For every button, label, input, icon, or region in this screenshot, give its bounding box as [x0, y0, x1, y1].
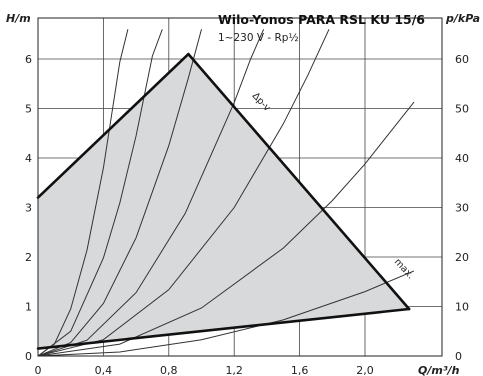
x-axis-title: Q/m³/h — [418, 364, 460, 376]
boundary-lines — [36, 52, 411, 350]
y-left-tick-label-5: 5 — [25, 103, 32, 116]
y-left-tick-label-0: 0 — [25, 350, 32, 363]
system-curve-3 — [38, 29, 265, 356]
y-right-tick-label-4: 40 — [455, 152, 469, 165]
y-right-tick-label-2: 20 — [455, 251, 469, 264]
x-tick-label-0: 0 — [35, 364, 42, 376]
system-curve-4 — [38, 29, 330, 356]
chart-subtitle: 1~230 V - Rp½ — [218, 32, 299, 44]
x-tick-label-3: 1,2 — [225, 364, 243, 376]
x-tick-label-1: 0,4 — [95, 364, 113, 376]
y-left-tick-label-2: 2 — [25, 251, 32, 264]
system-curves — [38, 29, 415, 356]
boundary-line-2 — [36, 307, 411, 350]
y-right-tick-label-5: 50 — [455, 103, 469, 116]
y-left-tick-label-4: 4 — [25, 152, 32, 165]
x-tick-label-4: 1,6 — [291, 364, 309, 376]
chart-title: Wilo-Yonos PARA RSL KU 15/6 — [218, 12, 425, 27]
y-right-tick-label-3: 30 — [455, 202, 469, 215]
boundary-line-1 — [187, 52, 411, 311]
system-curve-6 — [38, 270, 415, 356]
system-curve-5 — [38, 101, 415, 356]
y-axis-right-title: p/kPa — [445, 12, 480, 25]
y-left-tick-label-3: 3 — [25, 202, 32, 215]
y-axis-left-title: H/m — [6, 12, 31, 25]
system-curve-2 — [38, 29, 202, 356]
boundary-line-0 — [36, 52, 190, 199]
operating-area — [38, 54, 410, 349]
operating-area-fill — [38, 54, 410, 349]
y-left-tick-label-1: 1 — [25, 301, 32, 314]
y-right-tick-label-0: 0 — [455, 350, 462, 363]
x-tick-label-5: 2,0 — [356, 364, 374, 376]
y-right-tick-label-1: 10 — [455, 301, 469, 314]
system-curve-1 — [38, 29, 163, 356]
y-right-tick-label-6: 60 — [455, 53, 469, 66]
y-left-tick-label-6: 6 — [25, 53, 32, 66]
plot-frame — [37, 17, 443, 357]
x-tick-label-2: 0,8 — [160, 364, 178, 376]
